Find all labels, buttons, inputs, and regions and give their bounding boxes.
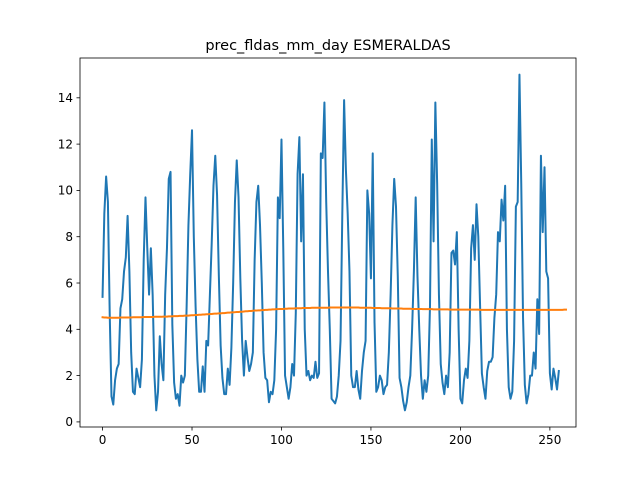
y-tick-label: 12 [58, 137, 73, 151]
series-line-2 [101, 306, 567, 319]
y-tick-label: 14 [58, 91, 73, 105]
x-tick-label: 150 [359, 433, 382, 447]
y-tick-label: 10 [58, 184, 73, 198]
plot-area: 0 50 100 150 200 250 0 2 4 6 8 10 12 14 [58, 57, 577, 447]
y-tick-label: 0 [65, 415, 73, 429]
x-tick-label: 100 [270, 433, 293, 447]
chart-title: prec_fldas_mm_day ESMERALDAS [205, 38, 450, 54]
x-tick-label: 0 [99, 433, 107, 447]
axes-frame [79, 57, 577, 428]
y-tick-label: 2 [65, 369, 73, 383]
x-tick-label: 50 [184, 433, 199, 447]
series-line-1 [101, 73, 560, 412]
y-tick-label: 6 [65, 276, 73, 290]
y-tick-label: 4 [65, 323, 73, 337]
x-tick-label: 250 [538, 433, 561, 447]
y-tick-label: 8 [65, 230, 73, 244]
x-tick-label: 200 [449, 433, 472, 447]
